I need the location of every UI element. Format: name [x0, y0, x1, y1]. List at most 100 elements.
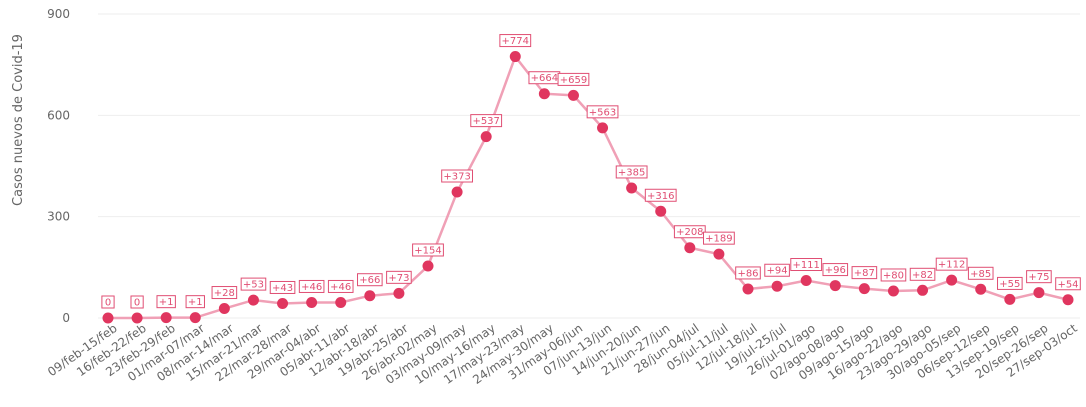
data-point[interactable] — [306, 296, 318, 308]
data-label: +73 — [386, 270, 412, 284]
data-point[interactable] — [509, 51, 521, 63]
data-point[interactable] — [131, 312, 143, 324]
data-label: +82 — [909, 267, 936, 281]
data-point[interactable] — [160, 312, 172, 324]
data-point[interactable] — [335, 296, 347, 308]
data-point[interactable] — [655, 205, 667, 217]
data-label: +112 — [935, 257, 968, 271]
data-point[interactable] — [218, 303, 230, 315]
data-label-text: +53 — [243, 280, 264, 291]
data-label-text: +66 — [359, 275, 380, 286]
data-label-box — [499, 34, 532, 48]
data-point[interactable] — [480, 131, 492, 143]
data-label: +86 — [735, 266, 761, 280]
data-label-text: +659 — [560, 75, 587, 86]
data-label-box — [185, 295, 205, 309]
data-label: +85 — [967, 266, 994, 280]
data-label: +43 — [269, 280, 296, 294]
data-labels: 0 0 +1 +1 +28 +53 +43 +46 +46 +66 +73 +154 +373 +537 +… — [101, 34, 1081, 309]
data-point[interactable] — [364, 290, 376, 302]
data-point[interactable] — [626, 182, 638, 194]
data-point[interactable] — [422, 260, 434, 272]
data-point[interactable] — [917, 284, 929, 296]
data-label-box — [357, 273, 383, 287]
data-point[interactable] — [451, 186, 463, 198]
y-tick-label: 600 — [47, 108, 70, 122]
data-point[interactable] — [713, 248, 725, 260]
data-point[interactable] — [567, 89, 579, 101]
data-label-box — [156, 295, 176, 309]
data-label-box — [298, 279, 325, 293]
data-point[interactable] — [1004, 293, 1016, 305]
series-markers — [102, 51, 1074, 324]
data-point[interactable] — [946, 274, 958, 286]
data-label-text: +774 — [502, 36, 529, 47]
data-point[interactable] — [771, 280, 783, 292]
data-label-box — [101, 295, 115, 309]
data-point[interactable] — [975, 283, 987, 295]
data-label-text: +154 — [414, 245, 441, 256]
data-label-text: +54 — [1057, 279, 1078, 290]
data-label: +111 — [790, 258, 823, 272]
data-label: +316 — [644, 188, 677, 202]
data-label: +46 — [298, 279, 325, 293]
data-point[interactable] — [277, 297, 289, 309]
y-tick-label: 900 — [47, 7, 70, 21]
data-label: +87 — [851, 266, 878, 280]
data-label: +664 — [528, 71, 561, 85]
data-label: +154 — [412, 243, 444, 256]
data-point[interactable] — [742, 283, 754, 295]
data-point[interactable] — [102, 312, 114, 324]
data-point[interactable] — [829, 280, 841, 292]
data-point[interactable] — [247, 294, 259, 306]
data-point[interactable] — [887, 285, 899, 297]
data-label-box — [1055, 277, 1081, 291]
data-label-text: +87 — [854, 268, 875, 279]
data-label: +55 — [997, 276, 1023, 290]
data-point[interactable] — [1062, 294, 1074, 306]
data-label-text: +1 — [188, 297, 203, 308]
data-point[interactable] — [684, 242, 696, 254]
data-point[interactable] — [538, 88, 550, 100]
data-label: +385 — [615, 165, 648, 179]
data-label-box — [644, 188, 677, 202]
data-point[interactable] — [597, 122, 609, 134]
data-point[interactable] — [800, 275, 812, 287]
data-label-text: +385 — [618, 167, 645, 178]
data-label: +28 — [211, 286, 238, 300]
data-point[interactable] — [1033, 287, 1045, 299]
data-label-text: +28 — [214, 288, 235, 299]
data-label-text: +664 — [531, 73, 558, 84]
data-label: +563 — [586, 105, 619, 119]
data-label: +774 — [499, 34, 532, 48]
data-label-box — [935, 257, 968, 271]
data-label-box — [240, 277, 267, 291]
data-label: +66 — [357, 273, 383, 287]
data-label-box — [470, 114, 503, 128]
y-axis-title: Casos nuevos de Covid-19 — [11, 34, 26, 206]
data-label: +189 — [703, 231, 735, 245]
data-point[interactable] — [189, 312, 201, 324]
data-label-box — [386, 270, 412, 284]
data-label: +208 — [673, 225, 706, 239]
data-label-box — [967, 266, 994, 280]
data-label-box — [557, 72, 590, 86]
data-label-box — [327, 279, 354, 293]
data-label: +75 — [1026, 270, 1052, 284]
x-axis: 09/feb-15/feb16/feb-22/feb23/feb-29/feb0… — [45, 321, 1080, 387]
data-label-text: +43 — [272, 283, 293, 294]
data-label-text: 0 — [105, 298, 111, 309]
data-label: +537 — [470, 114, 503, 128]
data-label-text: +111 — [792, 260, 819, 271]
data-label-box — [269, 280, 296, 294]
data-label: +54 — [1055, 277, 1081, 291]
data-label: +1 — [185, 295, 205, 309]
data-point[interactable] — [858, 283, 870, 295]
data-label-box — [1026, 270, 1052, 284]
data-label: +1 — [156, 295, 176, 309]
data-label-text: +563 — [589, 107, 616, 118]
data-label-box — [735, 266, 761, 280]
data-point[interactable] — [393, 287, 405, 299]
data-label-box — [615, 165, 648, 179]
